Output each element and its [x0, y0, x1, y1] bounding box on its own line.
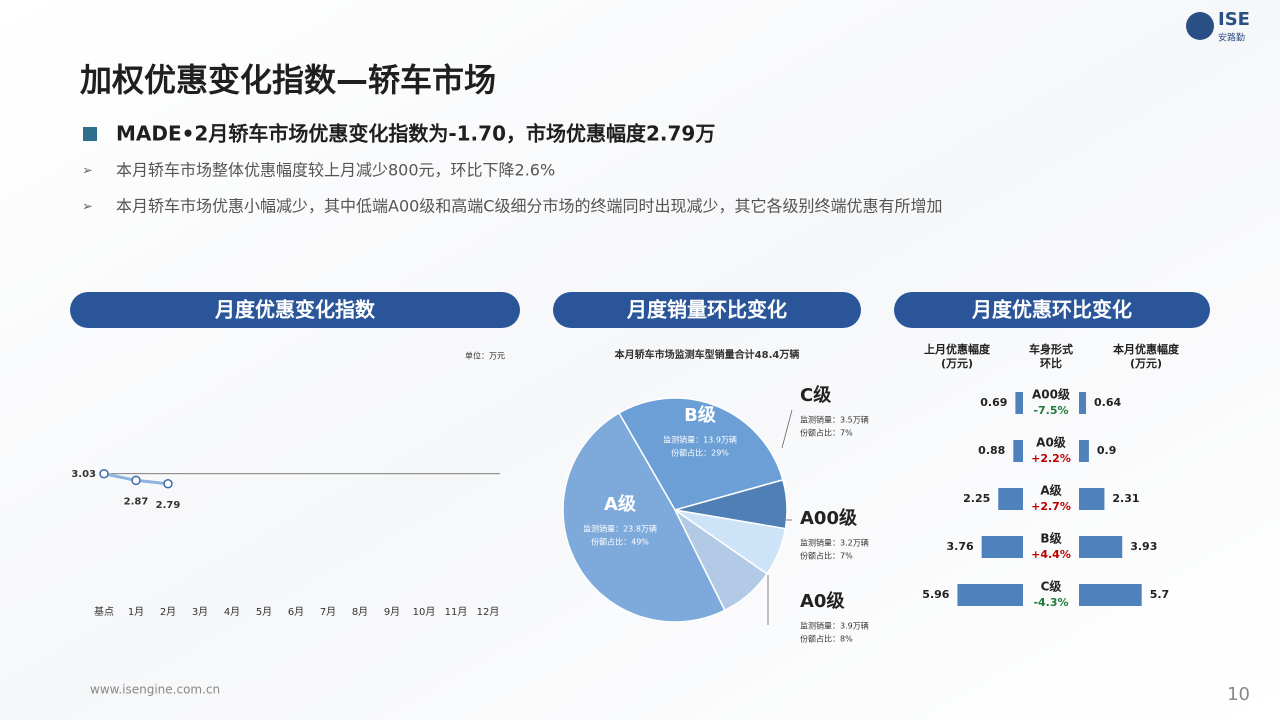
share-label: 份额占比：49%	[591, 537, 649, 547]
logo: ISE	[1218, 9, 1250, 30]
x-tick-label: 1月	[128, 606, 144, 618]
value-label: 3.76	[946, 540, 973, 553]
category-label: B级	[1040, 531, 1061, 546]
x-tick-label: 11月	[445, 606, 468, 618]
column-header: 上月优惠幅度(万元)	[924, 342, 991, 370]
sales-label: 监测销量：23.8万辆	[583, 524, 657, 534]
sales-label: 监测销量：13.9万辆	[663, 435, 737, 445]
footer-url: www.isengine.com.cn	[90, 683, 220, 697]
slice-name: A级	[604, 493, 637, 515]
bar	[1013, 440, 1023, 462]
x-tick-label: 2月	[160, 606, 176, 618]
x-tick-label: 8月	[352, 606, 368, 618]
value-label: 0.88	[978, 444, 1005, 457]
leader-line	[781, 409, 793, 449]
pie-slice	[562, 411, 726, 623]
x-tick-label: 4月	[224, 606, 240, 618]
panel-title: 月度优惠变化指数	[214, 298, 376, 322]
share-label: 份额占比：7%	[800, 551, 853, 561]
x-tick-label: 10月	[413, 606, 436, 618]
sales-label: 监测销量：3.9万辆	[800, 621, 869, 631]
x-tick-label: 6月	[288, 606, 304, 618]
arrow: ➢	[82, 200, 93, 215]
value-label: 2.87	[124, 496, 149, 507]
category-label: A00级	[1032, 387, 1070, 402]
sub-bullet: 本月轿车市场优惠小幅减少，其中低端A00级和高端C级细分市场的终端同时出现减少，…	[116, 197, 942, 216]
slice-name: B级	[684, 404, 717, 426]
bar	[1079, 488, 1105, 510]
panel-title: 月度优惠环比变化	[971, 298, 1132, 322]
share-label: 份额占比：29%	[671, 448, 729, 458]
logo-sub: 安路勤	[1218, 32, 1245, 44]
x-tick-label: 7月	[320, 606, 336, 618]
panel-title: 月度销量环比变化	[626, 298, 787, 322]
value-label: 3.93	[1130, 540, 1157, 553]
point	[163, 479, 173, 489]
x-tick-label: 12月	[477, 606, 500, 618]
category-label: C级	[1041, 579, 1062, 594]
column-header: 本月优惠幅度(万元)	[1113, 342, 1180, 370]
value-label: 0.64	[1094, 396, 1121, 409]
change-label: -7.5%	[1033, 404, 1068, 417]
slice-name: A0级	[800, 590, 845, 612]
bar	[1079, 536, 1123, 558]
bar	[1015, 392, 1023, 414]
column-header: 车身形式环比	[1029, 342, 1073, 370]
share-label: 份额占比：7%	[800, 428, 853, 438]
x-tick-label: 3月	[192, 606, 208, 618]
change-label: +2.2%	[1031, 452, 1071, 465]
sub-bullet: 本月轿车市场整体优惠幅度较上月减少800元，环比下降2.6%	[116, 161, 555, 180]
value-label: 3.03	[71, 469, 96, 480]
point	[99, 469, 109, 479]
bar	[981, 536, 1023, 558]
bullet-square	[83, 127, 97, 141]
bar	[1079, 584, 1142, 606]
unit-label: 单位：万元	[465, 351, 505, 361]
arrow: ➢	[82, 164, 93, 179]
value-label: 0.69	[980, 396, 1007, 409]
sales-label: 监测销量：3.5万辆	[800, 415, 869, 425]
bar	[1079, 440, 1089, 462]
pie-subtitle: 本月轿车市场监测车型销量合计48.4万辆	[615, 348, 800, 361]
category-label: A级	[1040, 483, 1061, 498]
x-tick-label: 5月	[256, 606, 272, 618]
category-label: A0级	[1036, 435, 1066, 450]
bar	[998, 488, 1023, 510]
main-bullet: MADE•2月轿车市场优惠变化指数为-1.70，市场优惠幅度2.79万	[116, 122, 715, 146]
value-label: 5.96	[922, 588, 949, 601]
change-label: -4.3%	[1033, 596, 1068, 609]
point	[131, 475, 141, 486]
panel-header	[553, 292, 861, 328]
bar	[957, 584, 1023, 606]
sales-label: 监测销量：3.2万辆	[800, 538, 869, 548]
share-label: 份额占比：8%	[800, 634, 853, 644]
slice-name: A00级	[800, 507, 858, 529]
logo-icon	[1186, 12, 1214, 40]
x-tick-label: 9月	[384, 606, 400, 618]
change-label: +4.4%	[1031, 548, 1071, 561]
change-label: +2.7%	[1031, 500, 1071, 513]
value-label: 2.31	[1112, 492, 1139, 505]
x-tick-label: 基点	[94, 605, 114, 618]
value-label: 0.9	[1097, 444, 1117, 457]
pie-slice	[617, 397, 784, 511]
slide-title: 加权优惠变化指数—轿车市场	[80, 61, 496, 99]
value-label: 2.79	[156, 500, 181, 511]
slice-name: C级	[800, 384, 832, 406]
page-number: 10	[1227, 684, 1250, 705]
value-label: 5.7	[1150, 588, 1170, 601]
panel-header	[894, 292, 1210, 328]
value-label: 2.25	[963, 492, 990, 505]
bar	[1079, 392, 1087, 414]
panel-header	[70, 292, 520, 328]
